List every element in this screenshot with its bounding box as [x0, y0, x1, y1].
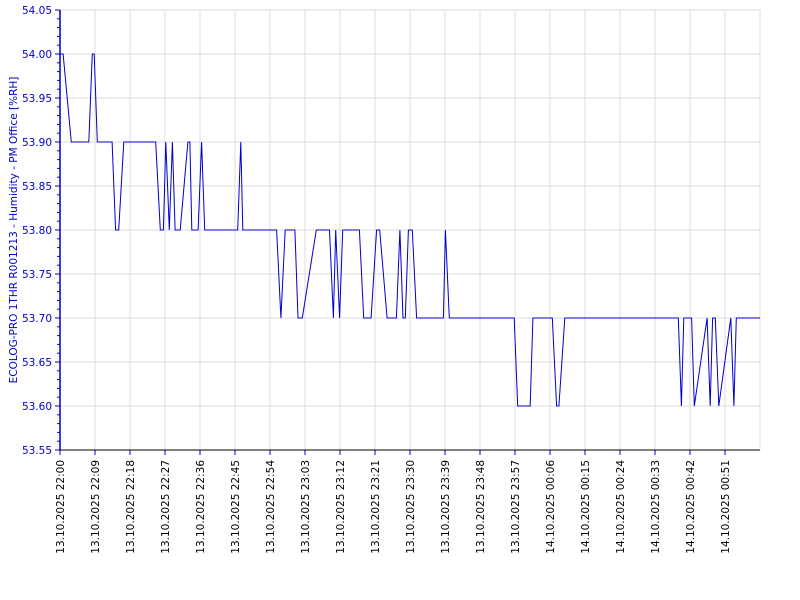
y-tick-label: 54.05 — [22, 5, 52, 17]
y-tick-label: 53.75 — [22, 269, 52, 281]
x-tick-label: 13.10.2025 22:36 — [195, 460, 207, 554]
x-tick-label: 14.10.2025 00:42 — [685, 460, 697, 554]
x-tick-label: 14.10.2025 00:06 — [545, 460, 557, 554]
y-tick-label: 53.80 — [22, 225, 52, 237]
y-tick-labels: 53.55 53.60 53.65 53.70 53.75 53.80 53.85 53.90… — [22, 5, 52, 457]
x-tick-label: 14.10.2025 00:15 — [580, 460, 592, 554]
x-tick-label: 14.10.2025 00:51 — [720, 460, 732, 554]
x-tick-label: 13.10.2025 23:48 — [475, 460, 487, 554]
x-tick-labels: 13.10.2025 22:00 13.10.2025 22:09 13.10.20… — [55, 460, 732, 554]
y-tick-label: 53.55 — [22, 445, 52, 457]
x-tick-label: 13.10.2025 23:12 — [335, 460, 347, 554]
x-tick-label: 13.10.2025 23:03 — [300, 460, 312, 554]
x-tick-label: 13.10.2025 22:18 — [125, 460, 137, 554]
y-tick-label: 53.65 — [22, 357, 52, 369]
axes — [55, 9, 760, 455]
x-tick-label: 13.10.2025 23:21 — [370, 460, 382, 554]
y-tick-label: 53.90 — [22, 137, 52, 149]
x-tick-label: 13.10.2025 22:45 — [230, 460, 242, 554]
x-tick-label: 13.10.2025 22:54 — [265, 460, 277, 554]
humidity-series-line — [60, 53, 760, 407]
x-tick-label: 13.10.2025 22:27 — [160, 460, 172, 554]
series-layer — [60, 53, 760, 407]
x-tick-label: 13.10.2025 23:30 — [405, 460, 417, 554]
x-tick-label: 13.10.2025 23:39 — [440, 460, 452, 554]
x-tick-label: 13.10.2025 22:09 — [90, 460, 102, 554]
x-tick-label: 13.10.2025 22:00 — [55, 460, 67, 554]
y-axis-title: ECOLOG-PRO 1THR R001213 - Humidity - PM … — [8, 77, 20, 384]
x-tick-label: 13.10.2025 23:57 — [510, 460, 522, 554]
x-tick-label: 14.10.2025 00:24 — [615, 460, 627, 554]
y-tick-label: 53.95 — [22, 93, 52, 105]
y-tick-label: 54.00 — [22, 49, 52, 61]
x-tick-label: 14.10.2025 00:33 — [650, 460, 662, 554]
y-tick-label: 53.70 — [22, 313, 52, 325]
y-tick-label: 53.60 — [22, 401, 52, 413]
y-tick-label: 53.85 — [22, 181, 52, 193]
